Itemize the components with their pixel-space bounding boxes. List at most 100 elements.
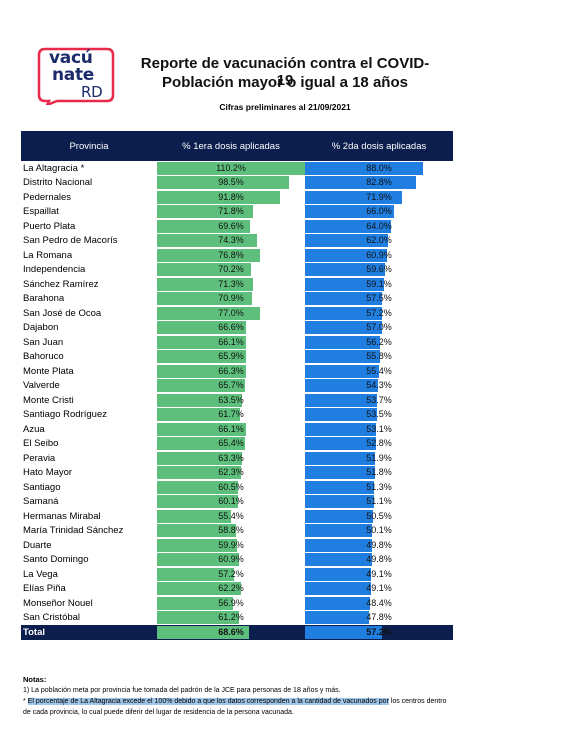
table-row: Monte Cristi 63.5% 53.7% xyxy=(21,393,453,408)
row-dose1-cell: 70.2% xyxy=(157,263,305,277)
row-provincia: Samaná xyxy=(23,496,59,508)
table-row: San José de Ocoa 77.0% 57.2% xyxy=(21,306,453,321)
row-dose2-cell: 59.1% xyxy=(305,277,453,291)
row-dose1-value: 74.3% xyxy=(218,235,244,246)
note-1: 1) La población meta por provincia fue t… xyxy=(23,687,341,694)
row-dose2-bar xyxy=(305,321,382,335)
row-dose1-bar xyxy=(157,466,241,480)
table-row: Monseñor Nouel 56.9% 48.4% xyxy=(21,596,453,611)
row-dose1-value: 98.5% xyxy=(218,177,244,188)
row-dose2-value: 59.6% xyxy=(366,264,392,275)
row-dose2-cell: 64.0% xyxy=(305,219,453,233)
row-dose1-cell: 60.9% xyxy=(157,553,305,567)
table-row: Duarte 59.9% 49.8% xyxy=(21,538,453,553)
row-dose2-cell: 88.0% xyxy=(305,161,453,175)
row-dose2-cell: 50.1% xyxy=(305,524,453,538)
row-provincia: Espaillat xyxy=(23,206,59,218)
row-dose1-cell: 60.1% xyxy=(157,495,305,509)
row-provincia: La Altagracia * xyxy=(23,162,85,174)
row-dose2-bar xyxy=(305,379,378,393)
row-dose2-bar xyxy=(305,277,385,291)
row-dose1-value: 60.1% xyxy=(218,496,244,507)
table-header: Provincia % 1era dosis aplicadas % 2da d… xyxy=(21,131,453,161)
table-row: Barahona 70.9% 57.5% xyxy=(21,292,453,307)
row-provincia: Distrito Nacional xyxy=(23,177,93,189)
notes-title: Notas: xyxy=(23,675,47,684)
row-dose1-bar xyxy=(157,364,247,378)
vacunate-rd-logo: vacú nate RD xyxy=(37,47,115,105)
row-dose2-value: 53.1% xyxy=(366,423,392,434)
row-dose2-bar xyxy=(305,466,375,480)
row-dose2-bar xyxy=(305,509,373,523)
row-dose2-cell: 51.8% xyxy=(305,466,453,480)
row-dose1-bar xyxy=(157,567,234,581)
row-dose2-cell: 53.1% xyxy=(305,422,453,436)
row-provincia: Azua xyxy=(23,423,45,435)
row-dose2-bar xyxy=(305,364,380,378)
row-provincia: San Juan xyxy=(23,336,64,348)
total-dose1-cell: 68.6% xyxy=(157,626,305,639)
row-dose2-bar xyxy=(305,480,374,494)
row-dose2-cell: 53.7% xyxy=(305,393,453,407)
row-dose1-value: 56.9% xyxy=(218,597,244,608)
row-dose1-cell: 59.9% xyxy=(157,538,305,552)
row-dose1-value: 61.7% xyxy=(218,409,244,420)
table-row: Sánchez Ramírez 71.3% 59.1% xyxy=(21,277,453,292)
row-dose2-value: 52.8% xyxy=(366,438,392,449)
table-row: Samaná 60.1% 51.1% xyxy=(21,495,453,510)
row-dose2-cell: 59.6% xyxy=(305,263,453,277)
row-dose2-value: 49.8% xyxy=(366,554,392,565)
row-provincia: Monte Plata xyxy=(23,365,74,377)
row-dose1-cell: 63.5% xyxy=(157,393,305,407)
row-dose2-bar xyxy=(305,306,382,320)
row-provincia: Santiago xyxy=(23,481,61,493)
row-provincia: Bahoruco xyxy=(23,351,64,363)
row-dose2-value: 47.8% xyxy=(366,612,392,623)
row-dose2-bar xyxy=(305,234,389,248)
row-dose1-bar xyxy=(157,596,234,610)
table-row: Distrito Nacional 98.5% 82.8% xyxy=(21,176,453,191)
row-dose2-cell: 71.9% xyxy=(305,190,453,204)
row-provincia: Independencia xyxy=(23,264,86,276)
total-dose2-value: 57.2% xyxy=(366,627,392,637)
row-dose2-bar xyxy=(305,393,378,407)
row-provincia: Santiago Rodríguez xyxy=(23,409,107,421)
row-dose2-cell: 82.8% xyxy=(305,176,453,190)
row-dose2-bar xyxy=(305,437,376,451)
row-dose1-cell: 66.1% xyxy=(157,422,305,436)
row-dose1-bar xyxy=(157,393,243,407)
row-dose2-cell: 62.0% xyxy=(305,234,453,248)
table-row: Santo Domingo 60.9% 49.8% xyxy=(21,553,453,568)
table-row: María Trinidad Sánchez 58.8% 50.1% xyxy=(21,524,453,539)
row-dose2-value: 51.9% xyxy=(366,452,392,463)
row-dose1-value: 66.1% xyxy=(218,423,244,434)
row-provincia: San Pedro de Macorís xyxy=(23,235,118,247)
row-dose2-value: 59.1% xyxy=(366,278,392,289)
row-dose1-value: 66.1% xyxy=(218,336,244,347)
row-dose2-bar xyxy=(305,422,377,436)
row-dose1-value: 57.2% xyxy=(218,568,244,579)
row-dose1-bar xyxy=(157,263,252,277)
row-dose1-value: 65.7% xyxy=(218,380,244,391)
row-dose1-cell: 65.7% xyxy=(157,379,305,393)
row-dose2-bar xyxy=(305,524,373,538)
row-dose1-cell: 69.6% xyxy=(157,219,305,233)
row-dose1-bar xyxy=(157,350,246,364)
row-dose1-bar xyxy=(157,379,246,393)
row-dose2-cell: 52.8% xyxy=(305,437,453,451)
row-dose2-bar xyxy=(305,451,375,465)
row-dose1-bar xyxy=(157,451,242,465)
table-row: Hermanas Mirabal 55.4% 50.5% xyxy=(21,509,453,524)
row-dose2-value: 54.3% xyxy=(366,380,392,391)
row-dose2-value: 49.1% xyxy=(366,568,392,579)
table-row: Elías Piña 62.2% 49.1% xyxy=(21,582,453,597)
table-row: Santiago Rodríguez 61.7% 53.5% xyxy=(21,408,453,423)
row-dose1-bar xyxy=(157,582,241,596)
row-dose2-bar xyxy=(305,205,394,219)
row-dose1-cell: 77.0% xyxy=(157,306,305,320)
row-dose1-value: 69.6% xyxy=(218,220,244,231)
row-dose1-value: 61.2% xyxy=(218,612,244,623)
row-dose1-bar xyxy=(157,480,239,494)
row-dose1-bar xyxy=(157,205,254,219)
row-dose2-value: 50.5% xyxy=(366,510,392,521)
